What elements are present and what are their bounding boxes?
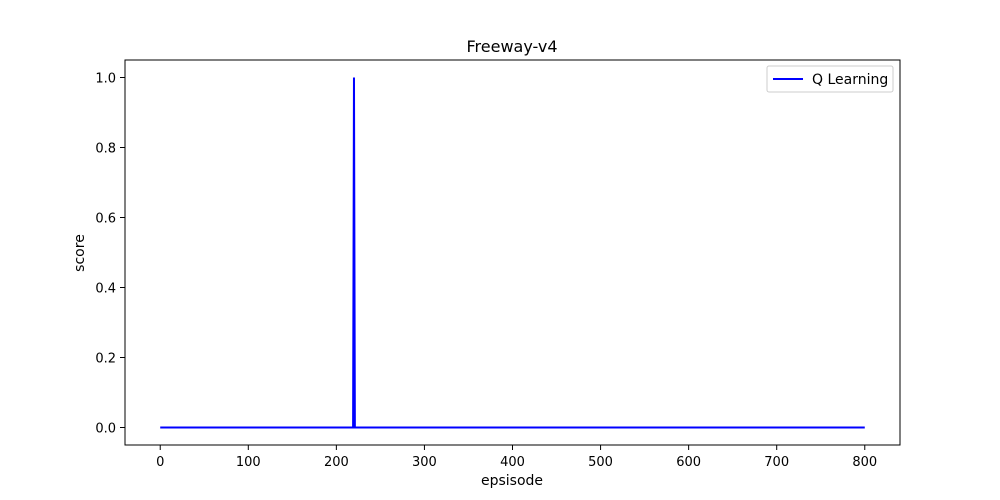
x-tick-label: 600 [676,455,701,470]
plot-area: 0 100 200 300 400 500 600 700 800 0.0 0.2 0.4 0.6 0.8… [95,59,901,470]
y-tick-label: 0.2 [95,352,116,367]
y-tick-label: 0.4 [95,282,116,297]
x-tick-label: 300 [412,455,437,470]
legend-box [766,65,894,93]
plot-frame [124,59,901,446]
y-axis-label: score [72,234,88,272]
y-tick-label: 1.0 [95,72,116,87]
x-tick-label: 400 [500,455,525,470]
chart-title: Freeway-v4 [466,37,557,56]
x-tick-label: 200 [324,455,349,470]
x-axis-label: epsisode [481,473,543,489]
x-tick-label: 0 [156,455,164,470]
x-tick-label: 800 [852,455,877,470]
x-tick-label: 500 [588,455,613,470]
series-line-0 [160,77,865,429]
y-tick-label: 0.6 [95,212,116,227]
legend-entry-q-learning: Q Learning [812,72,888,88]
y-tick-label: 0.8 [95,142,116,157]
legend: Q Learning [766,65,894,93]
y-tick-label: 0.0 [95,422,116,437]
x-tick-label: 700 [764,455,789,470]
x-tick-label: 100 [236,455,261,470]
